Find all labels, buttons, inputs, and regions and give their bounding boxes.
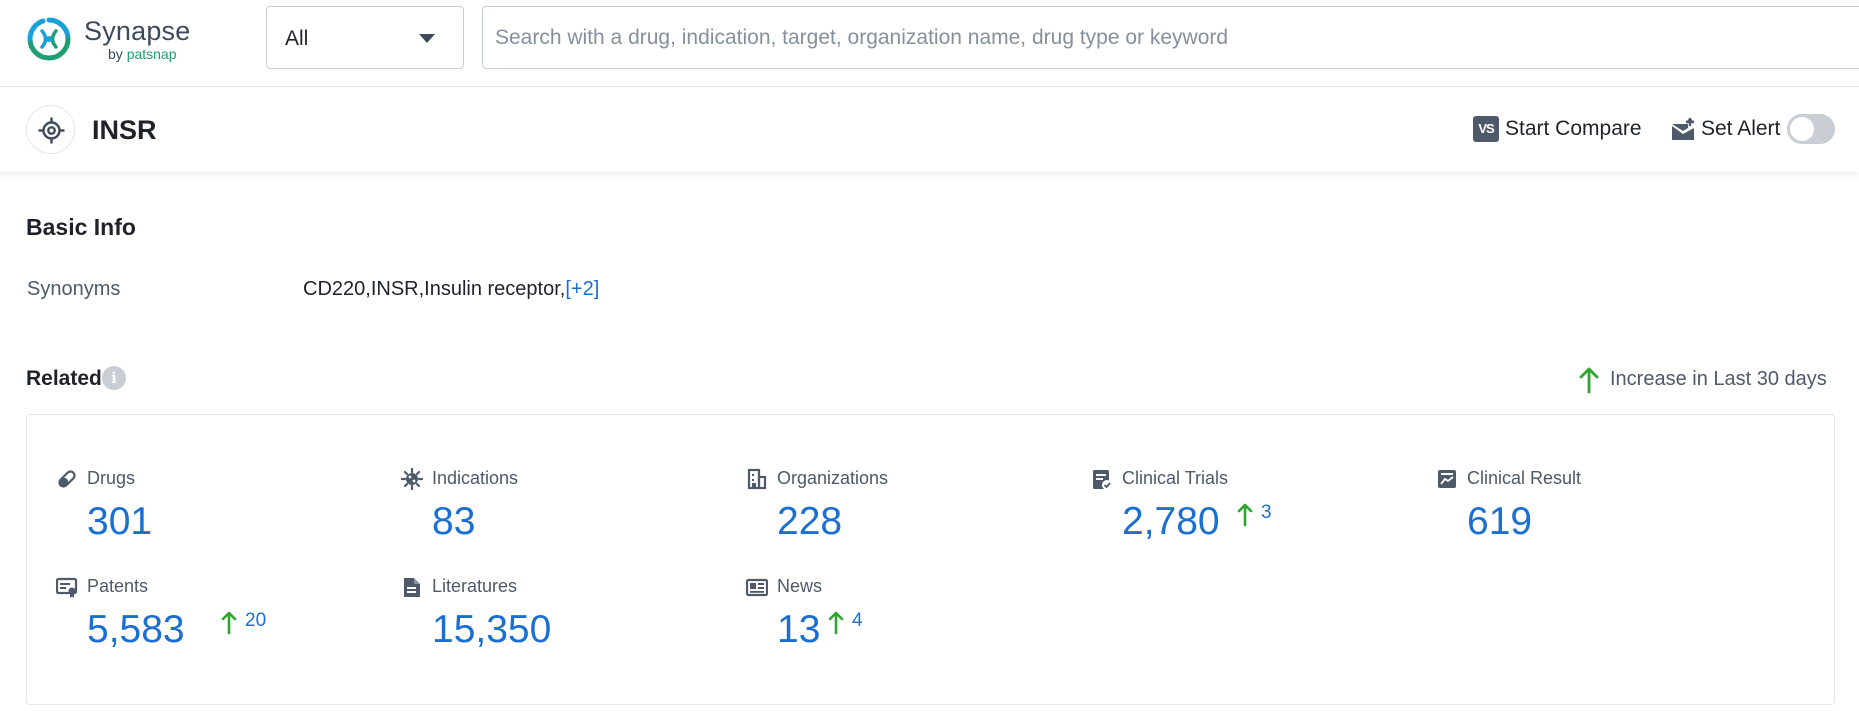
stat-value[interactable]: 2,780 <box>1122 500 1220 544</box>
synonyms-text: CD220,INSR,Insulin receptor, <box>303 278 565 300</box>
stat-value[interactable]: 619 <box>1467 500 1532 544</box>
virus-icon <box>401 468 423 490</box>
document-icon <box>401 576 423 598</box>
stat-label: Clinical Result <box>1467 468 1581 489</box>
stat-increase-count: 3 <box>1261 502 1272 524</box>
brand-name: Synapse <box>84 16 190 47</box>
pill-icon <box>56 468 78 490</box>
synonyms-value: CD220,INSR,Insulin receptor,[+2] <box>303 278 599 301</box>
synonyms-label: Synonyms <box>27 278 120 301</box>
stat-value[interactable]: 13 <box>777 608 820 652</box>
related-heading: Related <box>26 367 102 391</box>
top-bar: Synapse by patsnap All <box>0 0 1859 87</box>
arrow-up-icon <box>828 610 844 636</box>
toggle-knob <box>1790 117 1814 141</box>
search-box[interactable] <box>482 6 1859 69</box>
set-alert-label: Set Alert <box>1701 117 1780 141</box>
brand-company: patsnap <box>127 46 177 62</box>
chevron-down-icon <box>419 34 435 43</box>
set-alert-toggle[interactable] <box>1787 114 1835 144</box>
page-title: INSR <box>92 115 157 146</box>
chart-report-icon <box>1436 468 1458 490</box>
synonyms-more-link[interactable]: [+2] <box>565 278 599 300</box>
stat-label: Clinical Trials <box>1122 468 1228 489</box>
stat-value[interactable]: 228 <box>777 500 842 544</box>
stat-label: Literatures <box>432 576 517 597</box>
stat-label: Indications <box>432 468 518 489</box>
arrow-up-icon <box>1578 366 1600 394</box>
search-scope-select[interactable]: All <box>266 6 464 69</box>
basic-info-heading: Basic Info <box>26 214 136 241</box>
stat-label: Organizations <box>777 468 888 489</box>
stat-label: Drugs <box>87 468 135 489</box>
alert-envelope-icon <box>1670 116 1696 142</box>
stat-value[interactable]: 83 <box>432 500 475 544</box>
compare-icon: VS <box>1473 116 1499 142</box>
stat-value[interactable]: 5,583 <box>87 608 185 652</box>
increase-legend-label: Increase in Last 30 days <box>1610 368 1827 391</box>
search-scope-value: All <box>285 27 308 51</box>
search-input[interactable] <box>495 21 1855 55</box>
newspaper-icon <box>746 576 768 598</box>
certificate-icon <box>56 576 78 598</box>
stat-value[interactable]: 301 <box>87 500 152 544</box>
arrow-up-icon <box>1237 502 1253 528</box>
stat-increase-count: 20 <box>245 610 266 632</box>
arrow-up-icon <box>221 610 237 636</box>
stat-label: Patents <box>87 576 148 597</box>
stat-value[interactable]: 15,350 <box>432 608 551 652</box>
target-header: INSR VS Start Compare Set Alert <box>0 88 1859 172</box>
brand-byline: by patsnap <box>108 46 177 62</box>
synapse-logo[interactable]: Synapse by patsnap <box>26 14 196 66</box>
clipboard-icon <box>1091 468 1113 490</box>
building-icon <box>746 468 768 490</box>
start-compare-label: Start Compare <box>1505 117 1642 141</box>
stat-increase-count: 4 <box>852 610 863 632</box>
synapse-logo-icon <box>26 16 72 62</box>
target-icon <box>26 105 75 154</box>
related-stats-card: Drugs 301 Indications 83 Organizations 2… <box>26 414 1835 705</box>
stat-label: News <box>777 576 822 597</box>
info-icon[interactable]: i <box>102 366 126 390</box>
